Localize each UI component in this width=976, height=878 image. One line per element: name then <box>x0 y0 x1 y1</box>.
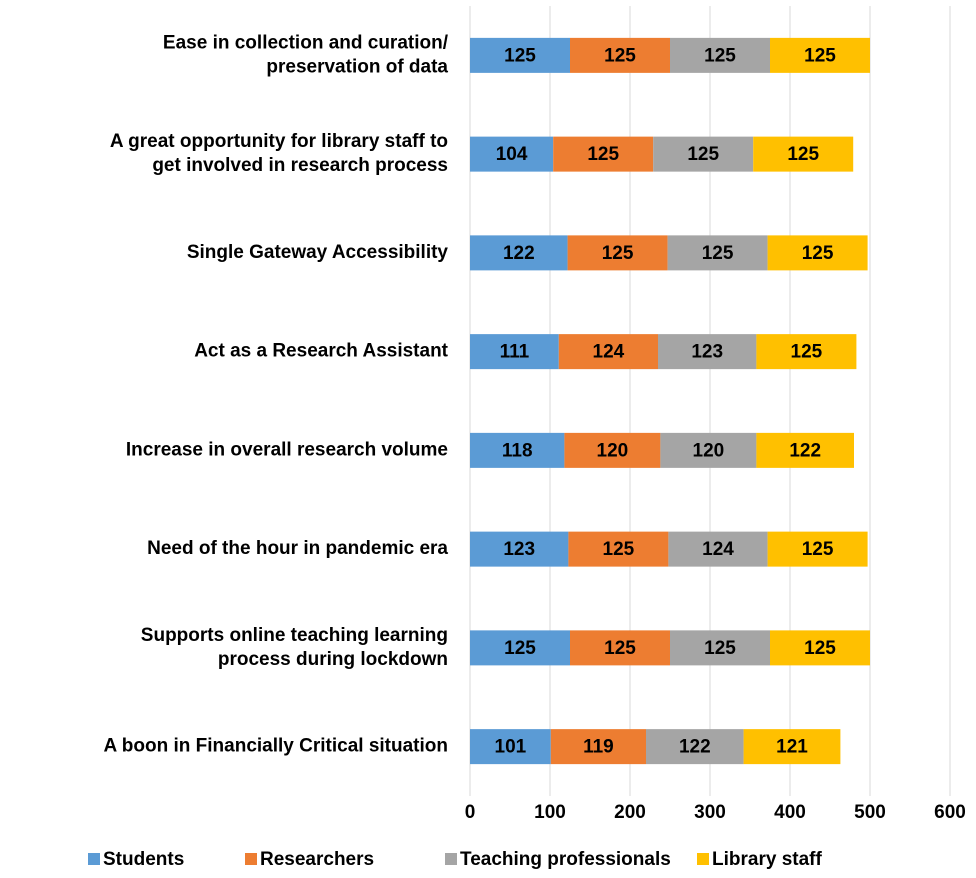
bar-segment <box>756 334 857 370</box>
value-label: 104 <box>496 144 528 165</box>
value-label: 125 <box>704 45 736 66</box>
legend-swatch <box>697 853 709 865</box>
x-tick-label: 100 <box>534 802 566 823</box>
value-label: 124 <box>593 342 625 363</box>
value-label: 125 <box>603 539 635 560</box>
x-tick-label: 0 <box>465 802 476 823</box>
bar-segment <box>658 334 757 370</box>
bar-segment <box>660 432 757 468</box>
bar-segment <box>670 37 770 73</box>
bar-segment <box>470 37 570 73</box>
value-label: 123 <box>503 539 535 560</box>
value-label: 125 <box>504 45 536 66</box>
value-label: 125 <box>802 539 834 560</box>
value-label: 120 <box>597 440 629 461</box>
x-tick-label: 500 <box>854 802 886 823</box>
value-label: 125 <box>802 243 834 264</box>
value-label: 125 <box>804 45 836 66</box>
category-label: Supports online teaching learning <box>141 625 448 646</box>
category-label: A great opportunity for library staff to <box>110 131 448 152</box>
x-tick-label: 400 <box>774 802 806 823</box>
category-label: preservation of data <box>266 56 448 77</box>
value-label: 118 <box>502 440 533 461</box>
bar-segment <box>570 37 670 73</box>
legend-label: Teaching professionals <box>460 849 671 870</box>
category-label: Need of the hour in pandemic era <box>147 538 448 559</box>
bar-segment <box>767 531 868 567</box>
value-label: 119 <box>583 737 614 758</box>
bar-segment <box>668 531 768 567</box>
x-tick-label: 600 <box>934 802 966 823</box>
bar-segment <box>570 630 670 666</box>
bar-segment <box>553 136 654 172</box>
value-label: 125 <box>702 243 734 264</box>
value-label: 125 <box>604 45 636 66</box>
bar-segment <box>470 136 554 172</box>
category-label: get involved in research process <box>152 155 448 176</box>
bar-segment <box>770 630 870 666</box>
value-label: 125 <box>787 144 819 165</box>
legend-swatch <box>245 853 257 865</box>
value-label: 123 <box>691 342 723 363</box>
bar-segment <box>568 531 669 567</box>
bar-segment <box>567 235 668 271</box>
legend-swatch <box>88 853 100 865</box>
value-label: 124 <box>702 539 734 560</box>
bar-segment <box>470 630 570 666</box>
bar-segment <box>470 334 559 370</box>
legend-label: Library staff <box>712 849 822 870</box>
value-label: 125 <box>687 144 719 165</box>
value-label: 125 <box>791 342 823 363</box>
bar-segment <box>770 37 870 73</box>
bar-segment <box>470 432 565 468</box>
category-label: Single Gateway Accessibility <box>187 242 449 263</box>
bar-segment <box>470 235 568 271</box>
bar-segment <box>558 334 658 370</box>
legend-swatch <box>445 853 457 865</box>
value-label: 125 <box>602 243 634 264</box>
category-label: A boon in Financially Critical situation <box>104 736 449 757</box>
category-label: Increase in overall research volume <box>126 439 448 460</box>
bar-segment <box>756 432 854 468</box>
value-label: 122 <box>789 440 821 461</box>
bar-segment <box>550 729 646 765</box>
category-label: process during lockdown <box>218 649 448 670</box>
bar-segment <box>743 729 841 765</box>
bar-segment <box>564 432 661 468</box>
category-label: Act as a Research Assistant <box>194 341 448 362</box>
x-tick-label: 200 <box>614 802 646 823</box>
value-label: 125 <box>804 638 836 659</box>
bar-segment <box>670 630 770 666</box>
value-label: 101 <box>495 737 527 758</box>
bar-segment <box>767 235 868 271</box>
value-label: 120 <box>693 440 725 461</box>
x-tick-label: 300 <box>694 802 726 823</box>
legend-label: Students <box>103 849 184 870</box>
bar-segment <box>470 531 569 567</box>
value-label: 111 <box>500 342 530 363</box>
bar-segment <box>667 235 768 271</box>
value-label: 125 <box>587 144 619 165</box>
value-label: 125 <box>604 638 636 659</box>
bar-segment <box>653 136 754 172</box>
bar-segment <box>646 729 744 765</box>
legend-label: Researchers <box>260 849 374 870</box>
value-label: 122 <box>679 737 711 758</box>
value-label: 125 <box>704 638 736 659</box>
value-label: 122 <box>503 243 535 264</box>
value-label: 125 <box>504 638 536 659</box>
value-label: 121 <box>776 737 808 758</box>
category-label: Ease in collection and curation/ <box>163 32 449 53</box>
bar-segment <box>753 136 854 172</box>
bar-segment <box>470 729 551 765</box>
